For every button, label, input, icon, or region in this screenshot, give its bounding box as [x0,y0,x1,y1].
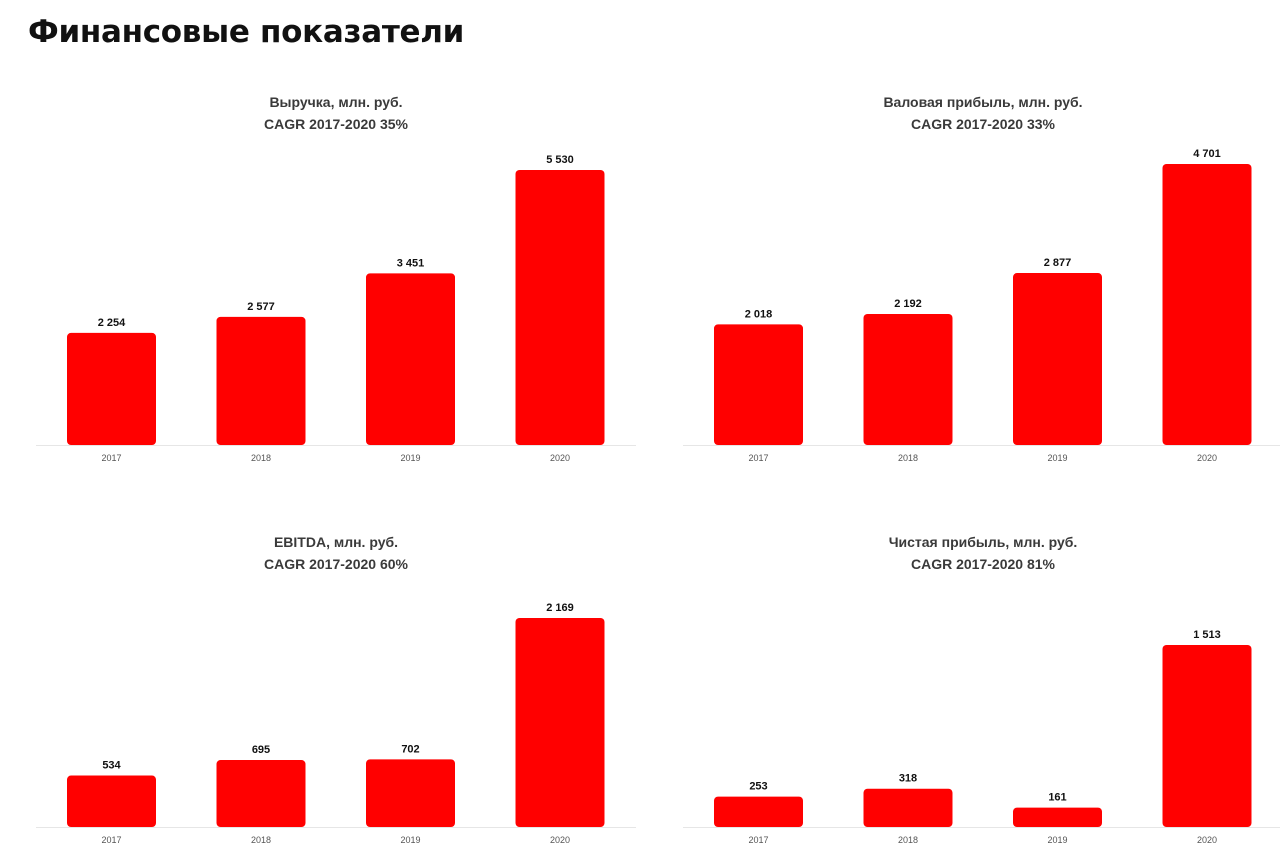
bar-2017 [714,796,803,827]
x-tick-label: 2019 [400,835,420,845]
revenue-chart: Выручка, млн. руб. CAGR 2017-2020 35% 2 … [36,94,636,474]
x-tick-label: 2020 [550,453,570,463]
bar-2019 [366,759,455,827]
gross-profit-chart-plot: 2 018 2017 2 192 2018 2 877 2019 4 701 2020 [683,148,1280,463]
x-tick-label: 2017 [101,453,121,463]
chart-subtitle: CAGR 2017-2020 81% [911,556,1055,572]
chart-title: Выручка, млн. руб. [269,94,403,110]
x-tick-label: 2020 [550,835,570,845]
chart-subtitle: CAGR 2017-2020 33% [911,116,1055,132]
x-tick-label: 2020 [1197,835,1217,845]
x-tick-label: 2017 [101,835,121,845]
page-title: Финансовые показатели [28,14,465,50]
chart-subtitle: CAGR 2017-2020 35% [264,116,408,132]
data-label: 2 018 [745,308,773,320]
data-label: 534 [102,760,121,772]
ebitda-chart-plot: 534 2017 695 2018 702 2019 2 169 2020 [36,602,636,845]
bar-2018 [216,760,306,827]
net-profit-chart: Чистая прибыль, млн. руб. CAGR 2017-2020… [683,534,1280,854]
data-label: 2 169 [546,602,574,614]
chart-subtitle: CAGR 2017-2020 60% [264,556,408,572]
data-label: 318 [899,773,917,785]
data-label: 2 254 [98,317,126,329]
revenue-chart-plot: 2 254 2017 2 577 2018 3 451 2019 5 530 2020 [36,154,636,463]
bar-2019 [1013,273,1102,445]
x-tick-label: 2018 [898,835,918,845]
x-tick-label: 2019 [1047,835,1067,845]
bar-2017 [714,324,803,445]
bar-2017 [67,775,156,827]
data-label: 695 [252,744,270,756]
bar-2020 [515,618,605,827]
bar-2018 [216,316,306,445]
chart-title: Чистая прибыль, млн. руб. [888,534,1078,550]
data-label: 2 877 [1044,257,1072,269]
bar-2019 [366,273,455,445]
x-tick-label: 2020 [1197,453,1217,463]
bar-2020 [1162,645,1252,827]
chart-title: Валовая прибыль, млн. руб. [883,94,1083,110]
data-label: 161 [1048,792,1066,804]
bar-2018 [863,788,953,827]
data-label: 702 [401,743,419,755]
x-tick-label: 2018 [251,453,271,463]
x-tick-label: 2017 [748,835,768,845]
data-label: 2 192 [894,298,922,310]
data-label: 253 [749,781,767,793]
net-profit-chart-plot: 253 2017 318 2018 161 2019 1 513 2020 [683,629,1280,845]
bar-2019 [1013,807,1102,827]
data-label: 5 530 [546,154,574,166]
bar-2020 [515,170,605,445]
x-tick-label: 2018 [898,453,918,463]
x-tick-label: 2019 [400,453,420,463]
x-tick-label: 2017 [748,453,768,463]
chart-title: EBITDA, млн. руб. [273,534,399,550]
x-tick-label: 2018 [251,835,271,845]
bar-2018 [863,313,953,445]
bar-2020 [1162,164,1252,445]
data-label: 2 577 [247,301,275,313]
bar-2017 [67,332,156,445]
x-tick-label: 2019 [1047,453,1067,463]
gross-profit-chart: Валовая прибыль, млн. руб. CAGR 2017-202… [683,94,1280,474]
ebitda-chart: EBITDA, млн. руб. CAGR 2017-2020 60% 534… [36,534,636,854]
data-label: 1 513 [1193,629,1221,641]
data-label: 4 701 [1193,148,1221,160]
data-label: 3 451 [397,257,425,269]
